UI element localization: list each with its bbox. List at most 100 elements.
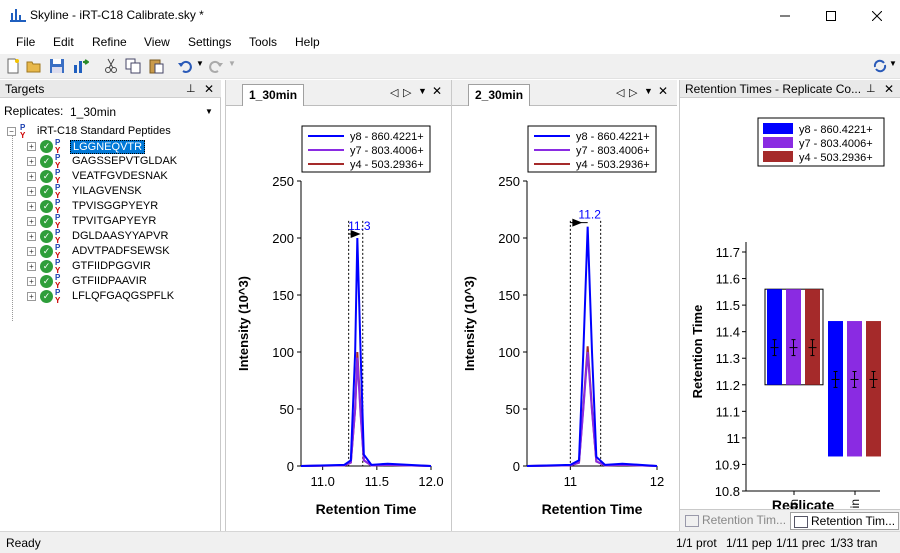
y-axis-label: Retention Time — [690, 305, 705, 399]
new-file-icon[interactable] — [5, 58, 21, 74]
y-tick-label: 11.2 — [716, 378, 740, 393]
peptide-label: TPVITGAPYEYR — [72, 215, 157, 227]
menu-file[interactable]: File — [16, 35, 36, 49]
y-tick-label: 200 — [272, 231, 294, 246]
chevron-down-icon[interactable]: ▼ — [418, 86, 427, 96]
chart-icon — [685, 515, 699, 527]
expand-icon[interactable]: + — [27, 247, 36, 256]
maximize-button[interactable] — [808, 0, 854, 31]
x-tick-label: 2_30min — [848, 499, 862, 509]
peptide-label: LGGNEQVTR — [70, 140, 146, 154]
expand-icon[interactable]: + — [27, 142, 36, 151]
expand-icon[interactable]: + — [27, 232, 36, 241]
copy-icon[interactable] — [125, 58, 141, 74]
y-tick-label: 11.4 — [716, 325, 740, 340]
sync-icon[interactable] — [872, 58, 888, 74]
check-icon: ✓ — [40, 200, 53, 213]
pin-icon[interactable]: ⊥ — [186, 83, 196, 95]
legend-label: y4 - 503.2936+ — [350, 159, 424, 171]
undo-dropdown-icon[interactable]: ▼ — [196, 59, 204, 68]
skyline-app-icon — [10, 9, 26, 22]
rt-header: Retention Times - Replicate Co... ⊥ ✕ — [680, 80, 900, 98]
rt-tab-2[interactable]: Retention Tim... — [790, 512, 899, 530]
paste-icon[interactable] — [148, 58, 164, 74]
redo-icon[interactable] — [208, 58, 224, 74]
peptide-label: TPVISGGPYEYR — [72, 200, 159, 212]
open-folder-icon[interactable] — [26, 58, 42, 74]
rt-tab-2-label: Retention Tim... — [811, 514, 896, 528]
peptide-label: VEATFGVDESNAK — [72, 170, 168, 182]
y-tick-label: 250 — [498, 174, 520, 189]
expand-icon[interactable]: + — [27, 217, 36, 226]
close-button[interactable] — [854, 0, 900, 31]
sync-dropdown-icon[interactable]: ▼ — [889, 59, 897, 68]
minimize-button[interactable] — [762, 0, 808, 31]
peptide-label: GTFIIDPGGVIR — [72, 260, 151, 272]
series-line-2 — [300, 351, 432, 467]
status-pep: 1/11 pep — [726, 536, 772, 550]
scroll-right-icon[interactable]: ▷ — [403, 87, 412, 99]
tab-2-30min[interactable]: 2_30min — [468, 84, 531, 106]
undo-icon[interactable] — [177, 58, 193, 74]
expand-icon[interactable]: + — [27, 172, 36, 181]
menu-help[interactable]: Help — [295, 35, 320, 49]
targets-title: Targets — [5, 82, 45, 96]
scroll-right-icon[interactable]: ▷ — [629, 87, 638, 99]
check-icon: ✓ — [40, 140, 53, 153]
rt-bar — [767, 289, 782, 385]
import-icon[interactable] — [73, 58, 89, 74]
expand-icon[interactable]: + — [27, 277, 36, 286]
y-tick-label: 10.9 — [715, 457, 740, 472]
y-tick-label: 250 — [272, 174, 294, 189]
menu-view[interactable]: View — [144, 35, 170, 49]
check-icon: ✓ — [40, 215, 53, 228]
window-title: Skyline - iRT-C18 Calibrate.sky * — [30, 8, 204, 22]
scroll-left-icon[interactable]: ◁ — [390, 87, 399, 99]
y-tick-label: 10.8 — [715, 484, 740, 499]
x-axis-label: Retention Time — [316, 501, 417, 517]
peak-rt-label: 11.2 — [578, 208, 601, 222]
expand-icon[interactable]: + — [27, 187, 36, 196]
retention-times-chart: y8 - 860.4221+ y7 - 803.4006+ y4 - 503.293… — [690, 117, 885, 509]
y-tick-label: 200 — [498, 231, 520, 246]
chrom1-close-icon[interactable]: ✕ — [432, 84, 443, 98]
rt-tabstrip: Retention Tim... Retention Tim... — [680, 509, 900, 531]
legend-label: y4 - 503.2936+ — [799, 152, 873, 164]
replicates-label: Replicates: — [4, 104, 64, 118]
menu-settings[interactable]: Settings — [188, 35, 232, 49]
rt-bar — [786, 289, 801, 385]
y-tick-label: 50 — [280, 402, 294, 417]
peptide-label: ADVTPADFSEWSK — [72, 245, 170, 257]
menu-refine[interactable]: Refine — [92, 35, 127, 49]
menu-tools[interactable]: Tools — [249, 35, 278, 49]
chrom2-tabstrip: 2_30min ◁ ▷ ▼ ✕ — [452, 80, 677, 106]
x-axis-label: Replicate — [772, 497, 834, 509]
x-axis-label: Retention Time — [542, 501, 643, 517]
scroll-left-icon[interactable]: ◁ — [616, 87, 625, 99]
rt-close-icon[interactable]: ✕ — [884, 82, 895, 96]
y-tick-label: 11.5 — [716, 298, 740, 313]
y-tick-label: 100 — [498, 345, 520, 360]
expand-icon[interactable]: + — [27, 292, 36, 301]
expand-icon[interactable]: + — [27, 202, 36, 211]
rt-bar — [805, 289, 820, 385]
expand-icon[interactable]: − — [7, 127, 16, 136]
y-tick-label: 50 — [506, 402, 520, 417]
cut-icon[interactable] — [103, 58, 119, 74]
redo-dropdown-icon[interactable]: ▼ — [228, 59, 236, 68]
replicates-select[interactable]: 1_30min ▼ — [64, 101, 216, 121]
chrom2-close-icon[interactable]: ✕ — [658, 84, 669, 98]
peak-indicator-flag — [350, 230, 361, 238]
targets-close-icon[interactable]: ✕ — [204, 82, 215, 96]
expand-icon[interactable]: + — [27, 157, 36, 166]
y-axis-label: Intensity (10^3) — [236, 276, 251, 371]
expand-icon[interactable]: + — [27, 262, 36, 271]
chevron-down-icon[interactable]: ▼ — [644, 86, 653, 96]
tab-1-30min[interactable]: 1_30min — [242, 84, 305, 106]
rt-tab-1[interactable]: Retention Tim... — [682, 512, 789, 530]
pin-icon[interactable]: ⊥ — [866, 83, 876, 95]
menu-edit[interactable]: Edit — [53, 35, 74, 49]
save-icon[interactable] — [49, 58, 65, 74]
